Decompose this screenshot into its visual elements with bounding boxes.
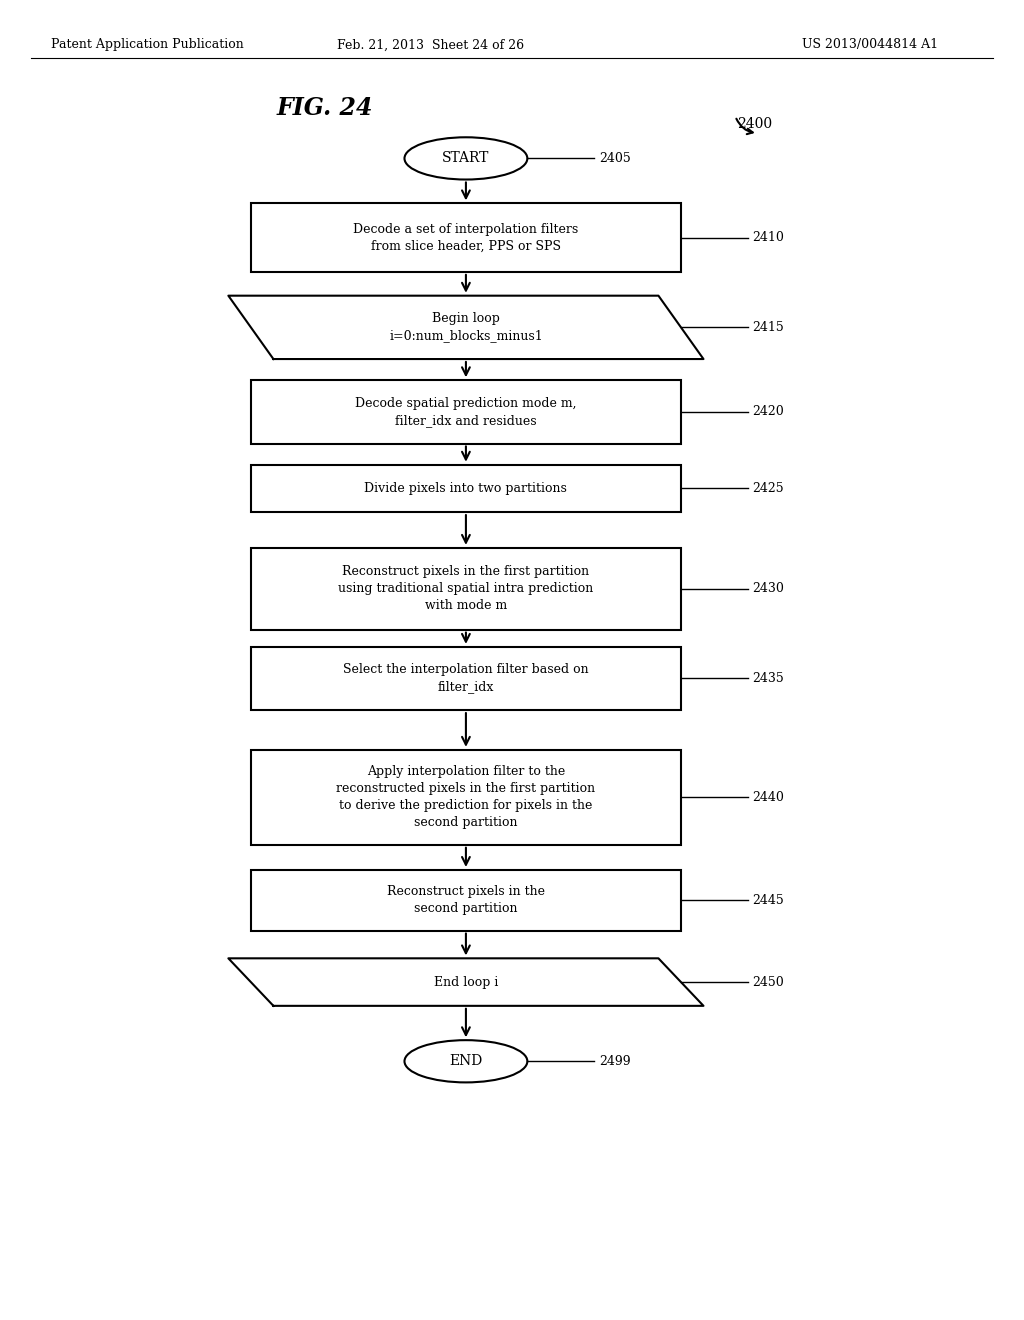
Text: Reconstruct pixels in the
second partition: Reconstruct pixels in the second partiti… [387,886,545,915]
Text: 2415: 2415 [753,321,784,334]
Text: Apply interpolation filter to the
reconstructed pixels in the first partition
to: Apply interpolation filter to the recons… [336,766,596,829]
Text: 2420: 2420 [753,405,784,418]
Text: 2499: 2499 [599,1055,631,1068]
Text: 2435: 2435 [753,672,784,685]
Text: Reconstruct pixels in the first partition
using traditional spatial intra predic: Reconstruct pixels in the first partitio… [338,565,594,612]
Text: Begin loop
i=0:num_blocks_minus1: Begin loop i=0:num_blocks_minus1 [389,313,543,342]
Text: 2445: 2445 [753,894,784,907]
Text: FIG. 24: FIG. 24 [276,96,373,120]
Text: Feb. 21, 2013  Sheet 24 of 26: Feb. 21, 2013 Sheet 24 of 26 [337,38,523,51]
Text: Decode spatial prediction mode m,
filter_idx and residues: Decode spatial prediction mode m, filter… [355,397,577,426]
Text: Patent Application Publication: Patent Application Publication [51,38,244,51]
Text: START: START [442,152,489,165]
Text: 2440: 2440 [753,791,784,804]
Text: US 2013/0044814 A1: US 2013/0044814 A1 [803,38,938,51]
Text: 2430: 2430 [753,582,784,595]
Text: 2405: 2405 [599,152,631,165]
Text: 2400: 2400 [737,117,772,131]
Text: 2450: 2450 [753,975,784,989]
Text: End loop i: End loop i [434,975,498,989]
Text: Decode a set of interpolation filters
from slice header, PPS or SPS: Decode a set of interpolation filters fr… [353,223,579,252]
Text: Select the interpolation filter based on
filter_idx: Select the interpolation filter based on… [343,664,589,693]
Text: END: END [450,1055,482,1068]
Text: Divide pixels into two partitions: Divide pixels into two partitions [365,482,567,495]
Text: 2425: 2425 [753,482,784,495]
Text: 2410: 2410 [753,231,784,244]
